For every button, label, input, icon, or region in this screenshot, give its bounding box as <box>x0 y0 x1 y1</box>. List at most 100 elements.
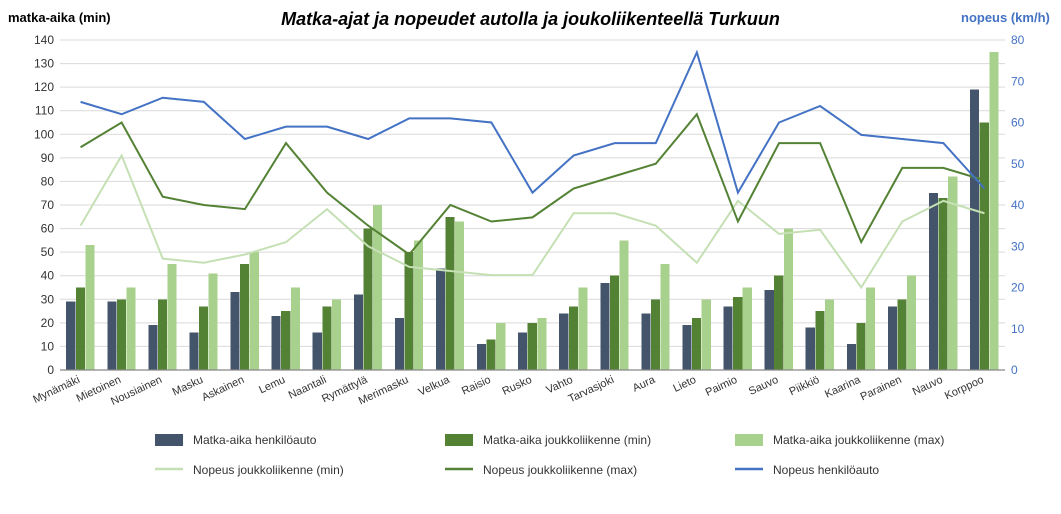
bar-matka_aika_joukko_max <box>989 52 998 370</box>
bar-matka_aika_joukko_min <box>158 299 167 370</box>
legend-label-matka_aika_joukko_max: Matka-aika joukkoliikenne (max) <box>773 433 944 447</box>
bar-matka_aika_henkiloauto <box>682 325 691 370</box>
bar-matka_aika_henkiloauto <box>518 332 527 370</box>
bar-matka_aika_joukko_min <box>199 306 208 370</box>
y-left-tick: 140 <box>34 33 54 47</box>
bar-matka_aika_joukko_min <box>281 311 290 370</box>
bar-matka_aika_joukko_min <box>404 252 413 370</box>
y-right-tick: 70 <box>1011 74 1025 88</box>
bar-matka_aika_joukko_max <box>414 240 423 370</box>
legend-swatch-matka_aika_joukko_max <box>735 434 763 446</box>
bar-matka_aika_joukko_max <box>85 245 94 370</box>
y-left-tick: 60 <box>41 222 55 236</box>
bar-matka_aika_joukko_min <box>980 123 989 371</box>
bar-matka_aika_joukko_min <box>692 318 701 370</box>
bar-matka_aika_joukko_max <box>702 299 711 370</box>
y-right-tick: 80 <box>1011 33 1025 47</box>
y-left-tick: 80 <box>41 174 55 188</box>
bar-matka_aika_joukko_max <box>948 177 957 370</box>
y-right-tick: 50 <box>1011 157 1025 171</box>
bar-matka_aika_joukko_min <box>240 264 249 370</box>
bar-matka_aika_henkiloauto <box>806 328 815 370</box>
bar-matka_aika_joukko_min <box>76 288 85 371</box>
bar-matka_aika_henkiloauto <box>559 313 568 370</box>
bar-matka_aika_henkiloauto <box>272 316 281 370</box>
bar-matka_aika_henkiloauto <box>641 313 650 370</box>
bar-matka_aika_henkiloauto <box>929 193 938 370</box>
bar-matka_aika_joukko_max <box>126 288 135 371</box>
bar-matka_aika_joukko_max <box>291 288 300 371</box>
bar-matka_aika_henkiloauto <box>436 269 445 370</box>
y-left-tick: 0 <box>47 363 54 377</box>
bar-matka_aika_joukko_max <box>743 288 752 371</box>
bar-matka_aika_henkiloauto <box>477 344 486 370</box>
legend-swatch-matka_aika_henkiloauto <box>155 434 183 446</box>
bar-matka_aika_joukko_max <box>209 273 218 370</box>
y-right-tick: 10 <box>1011 322 1025 336</box>
bar-matka_aika_henkiloauto <box>231 292 240 370</box>
bar-matka_aika_joukko_min <box>117 299 126 370</box>
bar-matka_aika_joukko_min <box>897 299 906 370</box>
legend-label-matka_aika_henkiloauto: Matka-aika henkilöauto <box>193 433 317 447</box>
bar-matka_aika_joukko_max <box>784 229 793 370</box>
bar-matka_aika_joukko_max <box>907 276 916 370</box>
chart-container: { "chart": { "type": "bar+line-dual-axis… <box>0 0 1061 514</box>
bar-matka_aika_joukko_max <box>866 288 875 371</box>
bar-matka_aika_joukko_min <box>815 311 824 370</box>
bar-matka_aika_joukko_max <box>496 323 505 370</box>
y-left-tick: 40 <box>41 269 55 283</box>
bar-matka_aika_joukko_min <box>856 323 865 370</box>
bar-matka_aika_joukko_max <box>332 299 341 370</box>
bar-matka_aika_joukko_max <box>619 240 628 370</box>
bar-matka_aika_henkiloauto <box>888 306 897 370</box>
bar-matka_aika_henkiloauto <box>724 306 733 370</box>
chart-svg: Matka-ajat ja nopeudet autolla ja joukol… <box>0 0 1061 514</box>
y-left-tick: 20 <box>41 316 55 330</box>
bar-matka_aika_henkiloauto <box>66 302 75 370</box>
y-left-tick: 70 <box>41 198 55 212</box>
bar-matka_aika_henkiloauto <box>313 332 322 370</box>
y-right-tick: 60 <box>1011 116 1025 130</box>
bar-matka_aika_henkiloauto <box>189 332 198 370</box>
y-left-tick: 100 <box>34 127 54 141</box>
y-left-axis-label: matka-aika (min) <box>8 10 111 25</box>
bar-matka_aika_joukko_max <box>537 318 546 370</box>
bar-matka_aika_joukko_min <box>363 229 372 370</box>
bar-matka_aika_henkiloauto <box>765 290 774 370</box>
bar-matka_aika_joukko_min <box>487 339 496 370</box>
y-right-axis-label: nopeus (km/h) <box>961 10 1050 25</box>
legend-label-nopeus_joukko_min: Nopeus joukkoliikenne (min) <box>193 463 344 477</box>
chart-title: Matka-ajat ja nopeudet autolla ja joukol… <box>281 9 780 29</box>
y-left-tick: 30 <box>41 292 55 306</box>
bar-matka_aika_joukko_min <box>322 306 331 370</box>
bar-matka_aika_henkiloauto <box>970 90 979 371</box>
bar-matka_aika_henkiloauto <box>148 325 157 370</box>
y-right-tick: 20 <box>1011 281 1025 295</box>
legend-label-nopeus_henkiloauto: Nopeus henkilöauto <box>773 463 879 477</box>
bar-matka_aika_joukko_min <box>528 323 537 370</box>
bar-matka_aika_henkiloauto <box>354 295 363 370</box>
legend-label-nopeus_joukko_max: Nopeus joukkoliikenne (max) <box>483 463 637 477</box>
bar-matka_aika_joukko_min <box>651 299 660 370</box>
bar-matka_aika_joukko_min <box>610 276 619 370</box>
y-left-tick: 90 <box>41 151 55 165</box>
legend-swatch-matka_aika_joukko_min <box>445 434 473 446</box>
legend-label-matka_aika_joukko_min: Matka-aika joukkoliikenne (min) <box>483 433 651 447</box>
bar-matka_aika_joukko_max <box>250 252 259 370</box>
y-left-tick: 120 <box>34 80 54 94</box>
bar-matka_aika_henkiloauto <box>107 302 116 370</box>
bar-matka_aika_henkiloauto <box>600 283 609 370</box>
bar-matka_aika_joukko_max <box>455 222 464 371</box>
y-right-tick: 0 <box>1011 363 1018 377</box>
y-left-tick: 10 <box>41 339 55 353</box>
bar-matka_aika_joukko_min <box>939 198 948 370</box>
bar-matka_aika_joukko_min <box>446 217 455 370</box>
bar-matka_aika_joukko_min <box>774 276 783 370</box>
bar-matka_aika_joukko_min <box>733 297 742 370</box>
bar-matka_aika_joukko_min <box>569 306 578 370</box>
bar-matka_aika_joukko_max <box>578 288 587 371</box>
bar-matka_aika_henkiloauto <box>847 344 856 370</box>
bar-matka_aika_joukko_max <box>825 299 834 370</box>
bar-matka_aika_joukko_max <box>168 264 177 370</box>
y-left-tick: 130 <box>34 57 54 71</box>
